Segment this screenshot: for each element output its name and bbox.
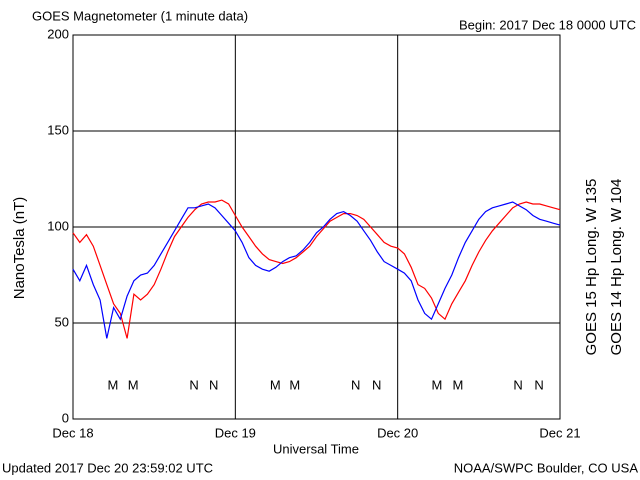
marker-label: N — [513, 377, 522, 392]
x-tick-label: Dec 20 — [377, 425, 418, 440]
x-axis-label: Universal Time — [273, 441, 359, 456]
footer-left: Updated 2017 Dec 20 23:59:02 UTC — [2, 460, 213, 475]
y-axis-label: NanoTesla (nT) — [11, 197, 28, 300]
marker-label: N — [372, 377, 381, 392]
marker-label: M — [270, 377, 281, 392]
x-tick-label: Dec 19 — [215, 425, 256, 440]
y-tick-label: 200 — [47, 26, 69, 41]
marker-label: N — [189, 377, 198, 392]
x-tick-label: Dec 18 — [52, 425, 93, 440]
plot-border — [72, 34, 561, 420]
x-tick-label: Dec 21 — [539, 425, 580, 440]
legend-label: GOES 15 Hp Long. W 135 — [583, 179, 600, 356]
y-tick-label: 0 — [62, 410, 69, 425]
y-tick-label: 100 — [47, 218, 69, 233]
footer-right: NOAA/SWPC Boulder, CO USA — [454, 460, 639, 475]
marker-label: M — [431, 377, 442, 392]
marker-label: M — [107, 377, 118, 392]
y-tick-label: 150 — [47, 122, 69, 137]
marker-label: N — [209, 377, 218, 392]
chart-subtitle: Begin: 2017 Dec 18 0000 UTC — [459, 17, 636, 32]
data-line — [72, 201, 561, 339]
data-line — [72, 199, 561, 339]
marker-label: N — [351, 377, 360, 392]
marker-label: M — [452, 377, 463, 392]
legend-label: GOES 14 Hp Long. W 104 — [608, 179, 625, 356]
y-tick-label: 50 — [55, 314, 69, 329]
marker-label: N — [534, 377, 543, 392]
marker-label: M — [289, 377, 300, 392]
marker-label: M — [128, 377, 139, 392]
chart-title: GOES Magnetometer (1 minute data) — [32, 8, 248, 23]
